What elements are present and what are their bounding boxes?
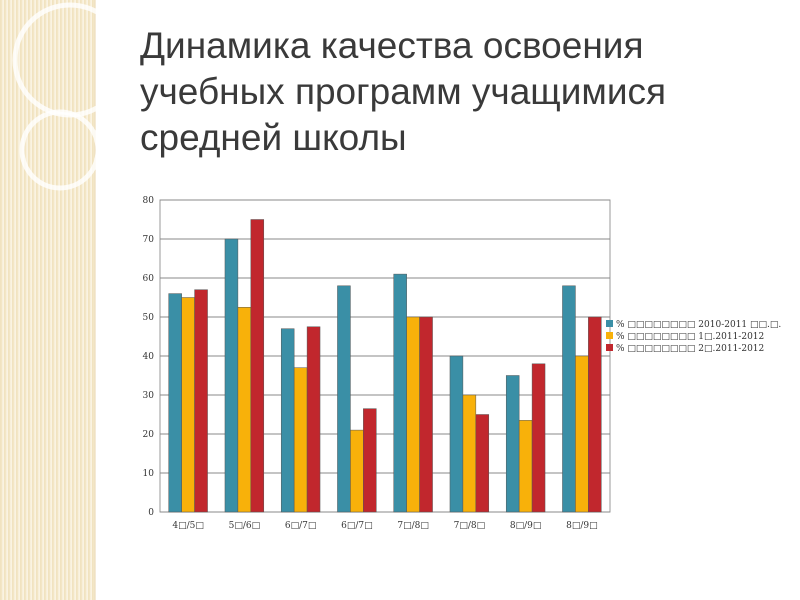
bar	[588, 316, 602, 513]
bar	[280, 328, 295, 513]
bar	[531, 363, 546, 513]
y-tick-label: 60	[143, 274, 155, 284]
legend-swatch	[606, 320, 613, 327]
x-tick-label: 5□/6□	[229, 521, 261, 531]
bar	[475, 414, 490, 513]
y-tick-label: 80	[143, 196, 155, 206]
bar	[562, 285, 576, 513]
bar	[181, 297, 195, 513]
y-tick-label: 10	[143, 469, 155, 479]
y-tick-label: 70	[143, 235, 155, 245]
x-tick-label: 4□/5□	[172, 521, 204, 531]
bar	[419, 316, 433, 513]
legend-swatch	[606, 344, 613, 351]
bar	[363, 408, 377, 513]
legend-swatch	[606, 332, 613, 339]
y-tick-label: 20	[143, 430, 155, 440]
x-tick-label: 6□/7□	[285, 521, 317, 531]
bar	[350, 429, 364, 513]
bar	[250, 219, 265, 513]
x-tick-label: 8□/9□	[566, 521, 598, 531]
x-tick-label: 6□/7□	[341, 521, 373, 531]
y-tick-label: 40	[143, 352, 155, 362]
decor-strip	[0, 0, 95, 600]
chart-title: Динамика качества освоения	[140, 25, 643, 66]
x-tick-label: 7□/8□	[397, 521, 429, 531]
bar	[518, 420, 533, 513]
chart-title: средней школы	[140, 117, 407, 158]
legend-label: % □□□□□□□□ 1□.2011-2012	[616, 332, 764, 342]
x-tick-label: 8□/9□	[510, 521, 542, 531]
y-tick-label: 30	[143, 391, 155, 401]
bar	[505, 375, 520, 513]
chart-title: учебных программ учащимися	[140, 71, 666, 112]
bar	[449, 355, 464, 513]
decor-circle	[19, 109, 101, 191]
bar	[406, 316, 420, 513]
legend-label: % □□□□□□□□ 2□.2011-2012	[616, 344, 764, 354]
bar	[293, 367, 308, 513]
bar	[393, 273, 407, 513]
bar	[462, 394, 477, 513]
bar	[575, 355, 589, 513]
bar	[337, 285, 351, 513]
y-tick-label: 50	[143, 313, 155, 323]
y-tick-label: 0	[148, 508, 154, 518]
bar	[224, 238, 239, 513]
bar	[168, 293, 182, 513]
bar	[194, 289, 208, 513]
bar	[306, 326, 321, 513]
legend-label: % □□□□□□□□ 2010-2011 □□.□.	[616, 320, 781, 330]
x-tick-label: 7□/8□	[454, 521, 486, 531]
bar	[237, 307, 252, 513]
